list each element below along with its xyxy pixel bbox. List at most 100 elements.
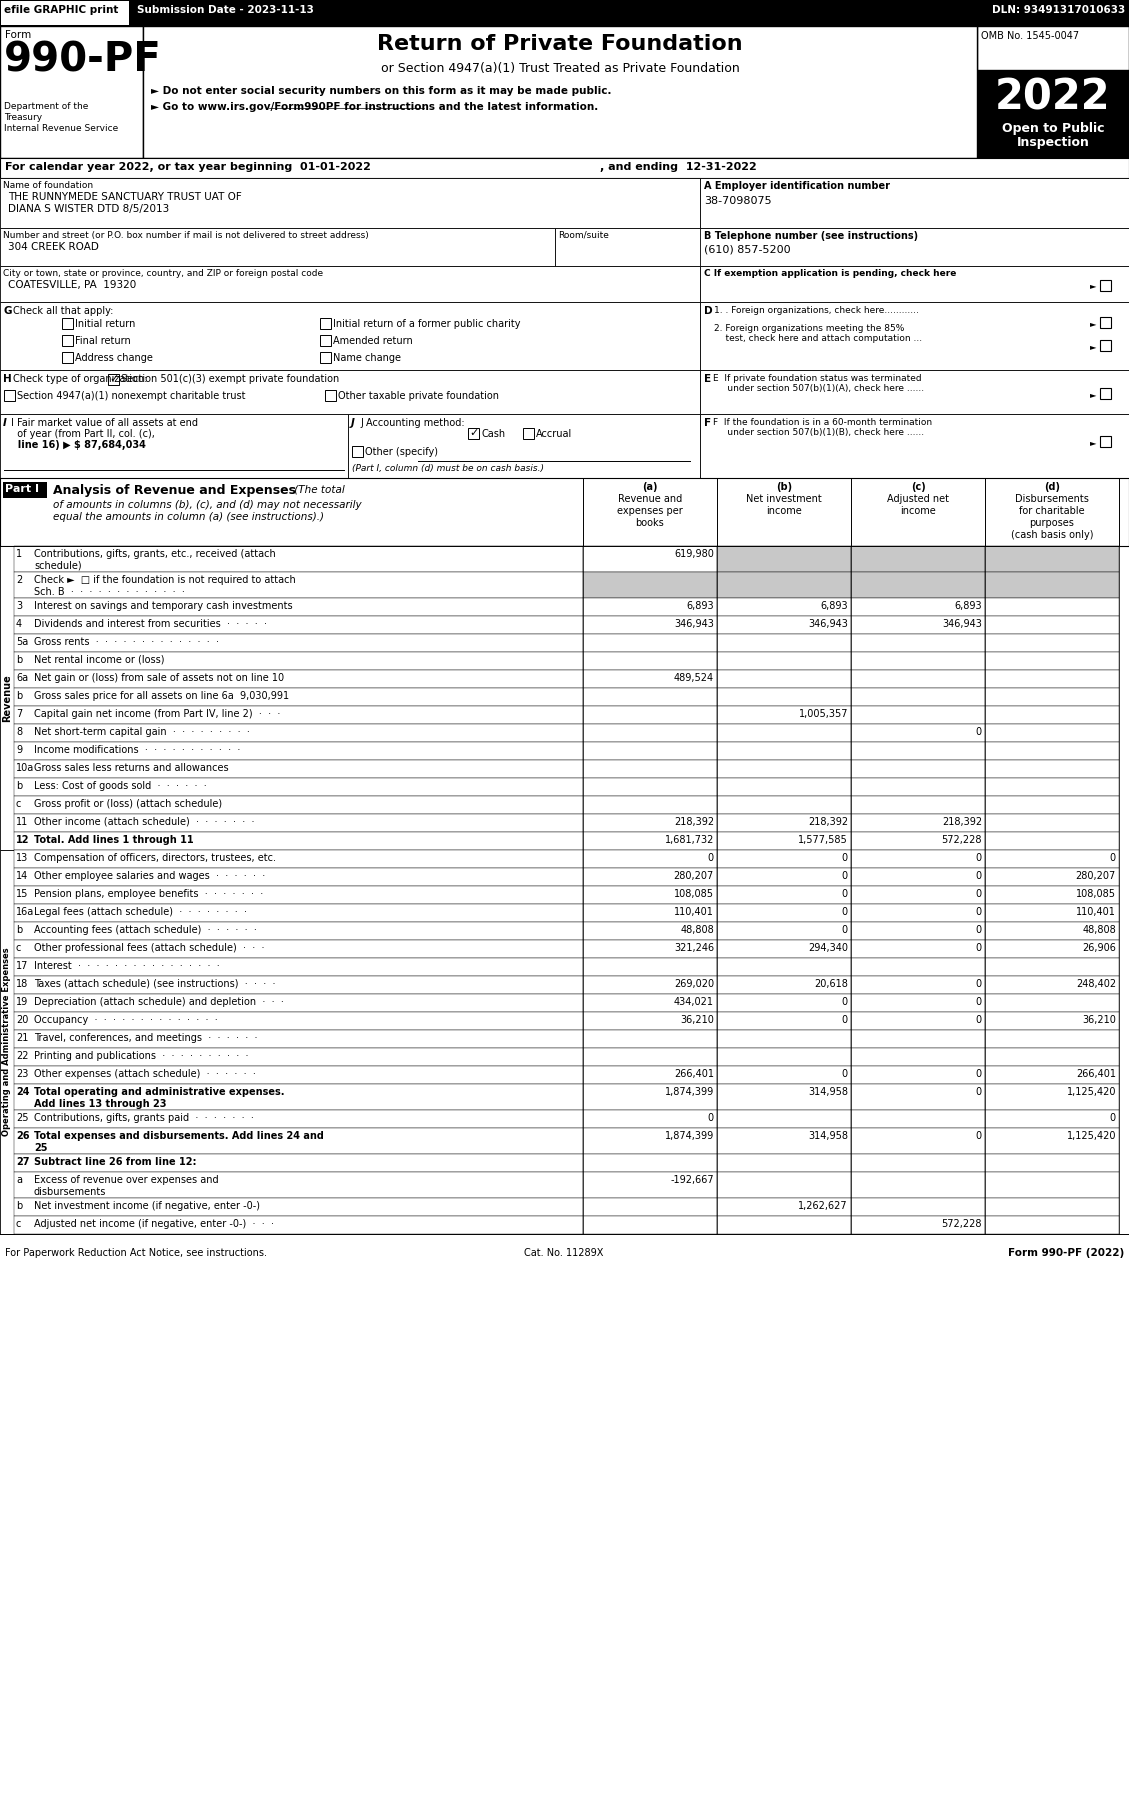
Bar — [14, 635, 583, 653]
Text: Treasury: Treasury — [5, 113, 42, 122]
Text: C If exemption application is pending, check here: C If exemption application is pending, c… — [704, 270, 956, 279]
Text: Check all that apply:: Check all that apply: — [14, 306, 113, 316]
Text: 0: 0 — [975, 1016, 982, 1025]
Text: Gross rents  ·  ·  ·  ·  ·  ·  ·  ·  ·  ·  ·  ·  ·  ·: Gross rents · · · · · · · · · · · · · · — [34, 636, 219, 647]
Bar — [717, 689, 851, 707]
Bar — [717, 940, 851, 958]
Text: Pension plans, employee benefits  ·  ·  ·  ·  ·  ·  ·: Pension plans, employee benefits · · · ·… — [34, 888, 263, 899]
Bar — [583, 1172, 717, 1197]
Bar — [984, 814, 1119, 832]
Bar — [717, 832, 851, 850]
Text: Travel, conferences, and meetings  ·  ·  ·  ·  ·  ·: Travel, conferences, and meetings · · · … — [34, 1034, 257, 1043]
Text: Subtract line 26 from line 12:: Subtract line 26 from line 12: — [34, 1156, 196, 1167]
Text: 6,893: 6,893 — [821, 601, 848, 611]
Text: Section 501(c)(3) exempt private foundation: Section 501(c)(3) exempt private foundat… — [121, 374, 339, 385]
Bar — [1100, 435, 1111, 448]
Bar — [984, 599, 1119, 617]
Bar — [984, 1084, 1119, 1109]
Text: OMB No. 1545-0047: OMB No. 1545-0047 — [981, 31, 1079, 41]
Text: ►: ► — [1089, 390, 1096, 399]
Bar — [583, 886, 717, 904]
Text: b: b — [16, 780, 23, 791]
Bar — [717, 976, 851, 994]
Bar — [583, 1109, 717, 1127]
Bar — [984, 617, 1119, 635]
Bar — [851, 635, 984, 653]
Text: Capital gain net income (from Part IV, line 2)  ·  ·  ·: Capital gain net income (from Part IV, l… — [34, 708, 280, 719]
Text: Address change: Address change — [75, 352, 152, 363]
Bar — [717, 1127, 851, 1154]
Bar — [851, 1215, 984, 1233]
Text: 280,207: 280,207 — [1076, 870, 1115, 881]
Text: (c): (c) — [911, 482, 926, 493]
Bar — [583, 671, 717, 689]
Bar — [320, 334, 331, 345]
Text: 1,125,420: 1,125,420 — [1067, 1088, 1115, 1097]
Bar — [984, 689, 1119, 707]
Bar — [700, 302, 1129, 370]
Bar — [717, 1109, 851, 1127]
Text: Cat. No. 11289X: Cat. No. 11289X — [524, 1248, 604, 1259]
Text: Room/suite: Room/suite — [558, 230, 609, 239]
Bar — [984, 1012, 1119, 1030]
Text: Contributions, gifts, grants, etc., received (attach
schedule): Contributions, gifts, grants, etc., rece… — [34, 548, 275, 570]
Text: Gross profit or (loss) (attach schedule): Gross profit or (loss) (attach schedule) — [34, 798, 222, 809]
Text: 108,085: 108,085 — [1076, 888, 1115, 899]
Bar — [717, 904, 851, 922]
Text: B Telephone number (see instructions): B Telephone number (see instructions) — [704, 230, 918, 241]
Bar — [700, 178, 1129, 228]
Bar — [0, 25, 143, 158]
Text: , and ending  12-31-2022: , and ending 12-31-2022 — [599, 162, 756, 173]
Text: 489,524: 489,524 — [674, 672, 714, 683]
Text: Total operating and administrative expenses.
Add lines 13 through 23: Total operating and administrative expen… — [34, 1088, 285, 1109]
Bar — [14, 617, 583, 635]
Text: 0: 0 — [842, 888, 848, 899]
Bar — [984, 940, 1119, 958]
Text: expenses per: expenses per — [618, 505, 683, 516]
Bar — [14, 868, 583, 886]
Text: Section 4947(a)(1) nonexempt charitable trust: Section 4947(a)(1) nonexempt charitable … — [17, 390, 245, 401]
Text: 321,246: 321,246 — [674, 942, 714, 953]
Text: 294,340: 294,340 — [808, 942, 848, 953]
Text: 36,210: 36,210 — [680, 1016, 714, 1025]
Text: 5a: 5a — [16, 636, 28, 647]
Text: 0: 0 — [842, 852, 848, 863]
Bar — [984, 958, 1119, 976]
Bar — [583, 922, 717, 940]
Text: ► Do not enter social security numbers on this form as it may be made public.: ► Do not enter social security numbers o… — [151, 86, 612, 95]
Text: Interest on savings and temporary cash investments: Interest on savings and temporary cash i… — [34, 601, 292, 611]
Bar — [583, 832, 717, 850]
Bar — [14, 904, 583, 922]
Text: ►: ► — [1089, 280, 1096, 289]
Bar — [984, 547, 1119, 572]
Bar — [851, 572, 984, 599]
Text: Other employee salaries and wages  ·  ·  ·  ·  ·  ·: Other employee salaries and wages · · · … — [34, 870, 265, 881]
Text: F  If the foundation is in a 60-month termination: F If the foundation is in a 60-month ter… — [714, 417, 933, 426]
Bar — [108, 374, 119, 385]
Bar — [851, 725, 984, 743]
Bar — [717, 599, 851, 617]
Text: For Paperwork Reduction Act Notice, see instructions.: For Paperwork Reduction Act Notice, see … — [5, 1248, 266, 1259]
Text: 0: 0 — [975, 978, 982, 989]
Bar — [984, 976, 1119, 994]
Text: b: b — [16, 654, 23, 665]
Text: Occupancy  ·  ·  ·  ·  ·  ·  ·  ·  ·  ·  ·  ·  ·  ·: Occupancy · · · · · · · · · · · · · · — [34, 1016, 218, 1025]
Text: Other (specify): Other (specify) — [365, 448, 438, 457]
Bar — [984, 994, 1119, 1012]
Text: 12: 12 — [16, 834, 29, 845]
Text: 8: 8 — [16, 726, 23, 737]
Text: Revenue: Revenue — [2, 674, 12, 721]
Text: 990-PF: 990-PF — [5, 40, 161, 79]
Text: 619,980: 619,980 — [674, 548, 714, 559]
Bar — [977, 70, 1129, 158]
Text: 1,681,732: 1,681,732 — [665, 834, 714, 845]
Bar — [0, 414, 348, 478]
Text: 0: 0 — [975, 924, 982, 935]
Bar — [583, 868, 717, 886]
Text: 1: 1 — [16, 548, 23, 559]
Text: Depreciation (attach schedule) and depletion  ·  ·  ·: Depreciation (attach schedule) and deple… — [34, 998, 283, 1007]
Bar — [851, 779, 984, 797]
Text: 0: 0 — [975, 870, 982, 881]
Text: 0: 0 — [975, 852, 982, 863]
Text: ►: ► — [1089, 318, 1096, 327]
